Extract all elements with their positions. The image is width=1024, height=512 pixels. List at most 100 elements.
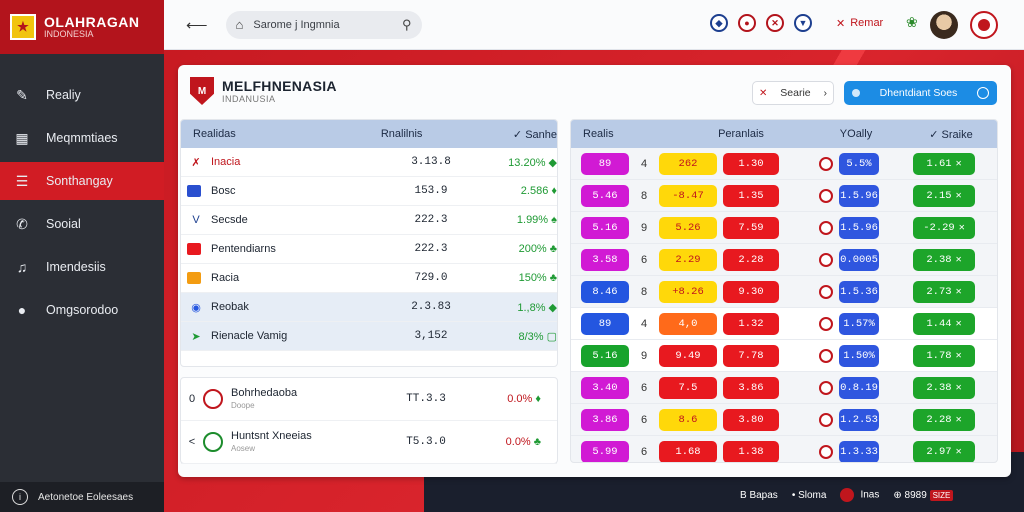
odds-pill[interactable]: 1.32	[723, 312, 779, 335]
sidebar-item-omgsorodoo[interactable]: ● Omgsorodoo	[0, 291, 164, 329]
back-arrow-icon[interactable]: ⟵	[186, 16, 208, 34]
team-icon: ✗	[191, 156, 201, 169]
score-pill: 5.99	[581, 440, 629, 462]
odds-pill[interactable]: 7.5	[659, 376, 717, 399]
column-header: ✓ Sraike	[929, 128, 973, 141]
odds-pill[interactable]: 1.35	[723, 184, 779, 207]
panel-header: M MELFHNENASIA INDANUSIA	[190, 77, 337, 105]
filter-button[interactable]: Dhentdiant Soes	[844, 81, 997, 105]
table-row[interactable]: 8.46 8 +8.26 9.30 1.5.36 2.73 ✕	[571, 276, 997, 308]
rating-pill[interactable]: -2.29 ✕	[913, 216, 975, 239]
avatar[interactable]	[930, 11, 958, 39]
sidebar-item-meqmmtiaes[interactable]: ▦ Meqmmtiaes	[0, 119, 164, 157]
table-row[interactable]: 5.46 8 -8.47 1.35 1.5.96 2.15 ✕	[571, 180, 997, 212]
table-row[interactable]: 3.40 6 7.5 3.86 0.8.19 2.38 ✕	[571, 372, 997, 404]
status-item[interactable]: B Bapas	[740, 489, 778, 501]
rating-pill[interactable]: 1.44 ✕	[913, 312, 975, 335]
table-row[interactable]: 3.58 6 2.29 2.28 0.0005 2.38 ✕	[571, 244, 997, 276]
table-row[interactable]: Bosc 153.9 2.586 ♦	[181, 177, 557, 206]
sidebar-item-label: Omgsorodoo	[46, 303, 119, 317]
filter-button-label: Dhentdiant Soes	[879, 87, 958, 99]
table-row[interactable]: 5.16 9 9.49 7.78 1.50% 1.78 ✕	[571, 340, 997, 372]
sidebar-item-label: Meqmmtiaes	[46, 131, 118, 145]
odds-pill[interactable]: 7.78	[723, 344, 779, 367]
table-row[interactable]: Racia 729.0 150% ♣	[181, 264, 557, 293]
home-icon: ⌂	[235, 17, 244, 32]
club-badge-icon[interactable]: ✕	[766, 14, 784, 32]
table-row[interactable]: 5.16 9 5.26 7.59 1.5.96 -2.29 ✕	[571, 212, 997, 244]
odds-pill[interactable]: 8.6	[659, 408, 717, 431]
cross-icon: ✕	[955, 446, 962, 458]
odds-pill[interactable]: 9.30	[723, 280, 779, 303]
table-row[interactable]: < Huntsnt Xneeias Aosew T5.3.0 0.0% ♣	[181, 421, 557, 464]
count-cell: 8	[640, 189, 648, 202]
rating-pill[interactable]: 2.38 ✕	[913, 376, 975, 399]
left-table-secondary: 0 Bohrhedaoba Doope TT.3.3 0.0% ♦ < Huntsnt X…	[180, 377, 558, 464]
remar-link[interactable]: ✕ Remar	[836, 17, 883, 30]
brand-logo-icon: ★	[10, 14, 36, 40]
odds-pill[interactable]: -8.47	[659, 184, 717, 207]
table-row[interactable]: 5.99 6 1.68 1.38 1.3.33 2.97 ✕	[571, 436, 997, 462]
sidebar-footer[interactable]: i Aetonetoe Eoleesaes	[0, 482, 164, 512]
sidebar-item-sonthangay[interactable]: ☰ Sonthangay	[0, 162, 164, 200]
rating-pill[interactable]: 2.73 ✕	[913, 280, 975, 303]
status-item[interactable]: • Sloma	[791, 489, 827, 501]
table-row[interactable]: Pentendiarns 222.3 200% ♣	[181, 235, 557, 264]
rating-pill[interactable]: 2.38 ✕	[913, 248, 975, 271]
table-row[interactable]: 89 4 4,0 1.32 1.57% 1.44 ✕	[571, 308, 997, 340]
status-item[interactable]: ⊕ 8989 SIZE	[893, 489, 954, 501]
odds-pill[interactable]: 9.49	[659, 344, 717, 367]
odds-pill[interactable]: 4,0	[659, 312, 717, 335]
table-row[interactable]: ➤ Rienacle Vamig 3,152 8/3% ▢	[181, 322, 557, 351]
sidebar-item-realiy[interactable]: ✎ Realiy	[0, 76, 164, 114]
column-header: Realidas	[193, 128, 236, 140]
percent-pill: 1.2.53	[839, 408, 879, 431]
table-row[interactable]: 3.86 6 8.6 3.80 1.2.53 2.28 ✕	[571, 404, 997, 436]
odds-pill[interactable]: 1.68	[659, 440, 717, 462]
search-icon[interactable]: ⚲	[401, 16, 412, 32]
score-pill: 89	[581, 312, 629, 335]
percent-pill: 1.50%	[839, 344, 879, 367]
odds-pill[interactable]: 3.86	[723, 376, 779, 399]
count-cell: 8	[640, 285, 648, 298]
rating-pill[interactable]: 1.78 ✕	[913, 344, 975, 367]
club-badge-icon	[819, 284, 833, 299]
odds-pill[interactable]: 1.30	[723, 152, 779, 175]
odds-pill[interactable]: 7.59	[723, 216, 779, 239]
table-row[interactable]: 89 4 262 1.30 5.5% 1.61 ✕	[571, 148, 997, 180]
odds-pill[interactable]: +8.26	[659, 280, 717, 303]
club-badge-icon[interactable]: ◆	[710, 14, 728, 32]
cross-icon: ✕	[955, 350, 962, 362]
odds-pill[interactable]: 2.29	[659, 248, 717, 271]
table-row[interactable]: V Secsde 222.3 1.99% ♠	[181, 206, 557, 235]
search-input[interactable]: ⌂ Sarome j Ingmnia ⚲	[225, 10, 422, 39]
odds-pill[interactable]: 1.38	[723, 440, 779, 462]
club-badge-icon	[819, 316, 833, 331]
search-button[interactable]: ✕ Searie ›	[752, 81, 834, 105]
brand[interactable]: ★ OLAHRAGAN INDONESIA	[0, 0, 164, 54]
rose-icon[interactable]: ❀	[906, 14, 918, 30]
rating-pill[interactable]: 2.28 ✕	[913, 408, 975, 431]
score-pill: 3.40	[581, 376, 629, 399]
club-badge-icon[interactable]: ●	[738, 14, 756, 32]
rating-pill[interactable]: 1.61 ✕	[913, 152, 975, 175]
team-icon: ◉	[191, 301, 201, 314]
table-row[interactable]: ◉ Reobak 2.3.83 1.,8% ◆	[181, 293, 557, 322]
rating-pill[interactable]: 2.15 ✕	[913, 184, 975, 207]
sidebar-item-sooial[interactable]: ✆ Sooial	[0, 205, 164, 243]
odds-pill[interactable]: 262	[659, 152, 717, 175]
pct-cell: 0.0% ♣	[505, 436, 541, 448]
odds-pill[interactable]: 3.80	[723, 408, 779, 431]
odds-pill[interactable]: 2.28	[723, 248, 779, 271]
rating-pill[interactable]: 2.97 ✕	[913, 440, 975, 462]
table-row[interactable]: ✗ Inacia 3.13.8 13.20% ◆	[181, 148, 557, 177]
column-header: YOally	[839, 128, 873, 140]
status-item[interactable]: Inas	[840, 488, 879, 502]
club-avatar[interactable]	[970, 11, 998, 39]
dot-icon	[852, 89, 860, 97]
toggle-icon	[976, 87, 989, 99]
table-row[interactable]: 0 Bohrhedaoba Doope TT.3.3 0.0% ♦	[181, 378, 557, 421]
sidebar-item-imendesiis[interactable]: ♫ Imendesiis	[0, 248, 164, 286]
odds-pill[interactable]: 5.26	[659, 216, 717, 239]
club-badge-icon[interactable]: ▼	[794, 14, 812, 32]
